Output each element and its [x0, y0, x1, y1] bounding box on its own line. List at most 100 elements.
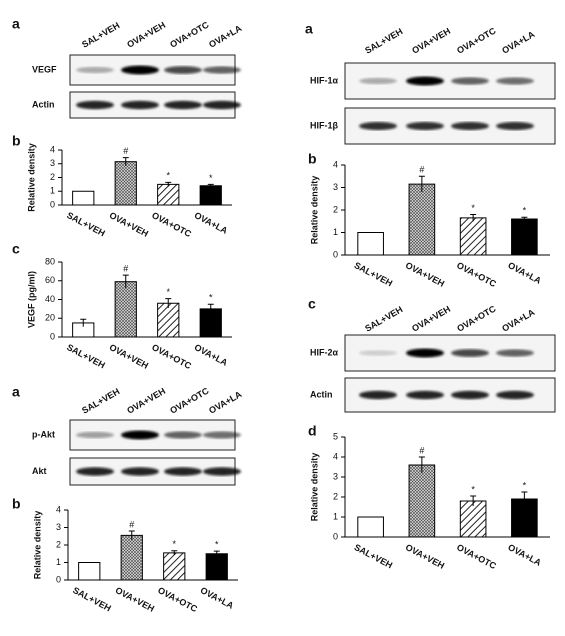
blot-band	[496, 390, 534, 400]
error-bar	[128, 530, 135, 540]
panel-label: c	[308, 296, 316, 312]
y-tick-label: 1	[56, 557, 61, 567]
bar	[199, 185, 222, 206]
panel-label: b	[308, 151, 317, 167]
x-tick-label: SAL+VEH	[65, 210, 107, 238]
error-bar	[122, 157, 129, 166]
blot-band	[121, 430, 159, 440]
blot-band	[359, 121, 397, 131]
y-tick-label: 80	[45, 256, 55, 266]
y-tick-label: 0	[50, 331, 55, 341]
lane-label: OVA+VEH	[125, 386, 167, 416]
y-tick-label: 0	[333, 249, 338, 259]
panel-label: b	[12, 496, 21, 512]
bar	[78, 562, 101, 581]
y-tick-label: 40	[45, 294, 55, 304]
error-bar	[207, 303, 214, 314]
lane-label: SAL+VEH	[363, 26, 404, 56]
error-bar	[207, 183, 214, 188]
error-bar	[470, 214, 477, 222]
significance-mark: *	[471, 203, 475, 213]
significance-mark: #	[123, 146, 128, 156]
x-tick-label: OVA+LA	[193, 342, 230, 368]
x-tick-label: OVA+VEH	[108, 210, 150, 239]
x-tick-label: OVA+VEH	[114, 585, 156, 614]
blot-band	[76, 100, 114, 110]
error-bar	[165, 181, 172, 187]
y-tick-label: 60	[45, 275, 55, 285]
blot-band	[359, 77, 397, 85]
y-tick-label: 2	[333, 491, 338, 501]
y-tick-label: 1	[333, 227, 338, 237]
blot-band	[203, 431, 241, 439]
x-tick-label: OVA+OTC	[150, 342, 193, 371]
y-tick-label: 4	[50, 144, 55, 154]
significance-mark: *	[523, 480, 527, 490]
error-bar	[418, 456, 425, 473]
significance-mark: *	[471, 484, 475, 494]
blot-band	[496, 121, 534, 131]
bar	[72, 190, 95, 206]
y-tick-label: 20	[45, 313, 55, 323]
lane-label: SAL+VEH	[80, 20, 121, 50]
blot-band	[76, 467, 114, 476]
error-bar	[470, 495, 477, 506]
panel-label: c	[12, 241, 20, 257]
panel-label: a	[305, 21, 313, 37]
lane-label: OVA+OTC	[455, 25, 498, 55]
y-axis-label: Relative density	[309, 176, 319, 245]
blot-band	[203, 66, 241, 74]
x-tick-label: SAL+VEH	[353, 260, 395, 288]
blot-band	[164, 431, 202, 439]
significance-mark: #	[419, 445, 424, 455]
x-tick-label: OVA+OTC	[150, 210, 193, 239]
y-tick-label: 2	[56, 539, 61, 549]
significance-mark: *	[172, 539, 176, 549]
bar	[114, 161, 137, 206]
blot-band	[451, 121, 489, 131]
bar	[459, 217, 487, 256]
blot-band	[76, 431, 114, 439]
bar	[205, 553, 228, 581]
blot-band	[451, 349, 489, 357]
protein-label: VEGF	[32, 64, 57, 74]
error-bar	[213, 550, 220, 557]
significance-mark: *	[209, 293, 213, 303]
blot-band	[406, 76, 444, 86]
lane-label: OVA+LA	[207, 23, 244, 50]
error-bar	[165, 298, 172, 308]
lane-label: OVA+OTC	[168, 385, 211, 415]
lane-label: SAL+VEH	[363, 304, 404, 334]
x-tick-label: OVA+LA	[506, 260, 543, 286]
y-tick-label: 2	[333, 204, 338, 214]
bar	[459, 500, 487, 538]
significance-mark: *	[166, 171, 170, 181]
panel-label: b	[12, 133, 21, 149]
blot-band	[164, 100, 202, 110]
y-tick-label: 4	[333, 451, 338, 461]
error-bar	[80, 318, 87, 327]
protein-label: Actin	[310, 389, 333, 399]
blot-band	[203, 100, 241, 110]
x-tick-label: OVA+VEH	[404, 260, 446, 289]
panel-label: a	[12, 16, 20, 32]
protein-label: p-Akt	[32, 429, 55, 439]
lane-label: OVA+OTC	[455, 303, 498, 333]
blot-band	[164, 467, 202, 476]
error-bar	[521, 216, 528, 221]
blot-band	[406, 390, 444, 400]
panel-label: a	[12, 384, 20, 400]
x-tick-label: SAL+VEH	[353, 542, 395, 570]
bar	[163, 552, 186, 581]
y-axis-label: VEGF (pg/ml)	[26, 271, 36, 328]
bar	[357, 516, 384, 538]
bar	[157, 302, 180, 338]
x-tick-label: OVA+VEH	[404, 542, 446, 571]
blot-band	[359, 390, 397, 400]
protein-label: Akt	[32, 466, 47, 476]
error-bar	[171, 550, 178, 555]
error-bar	[122, 274, 129, 289]
y-tick-label: 0	[333, 531, 338, 541]
